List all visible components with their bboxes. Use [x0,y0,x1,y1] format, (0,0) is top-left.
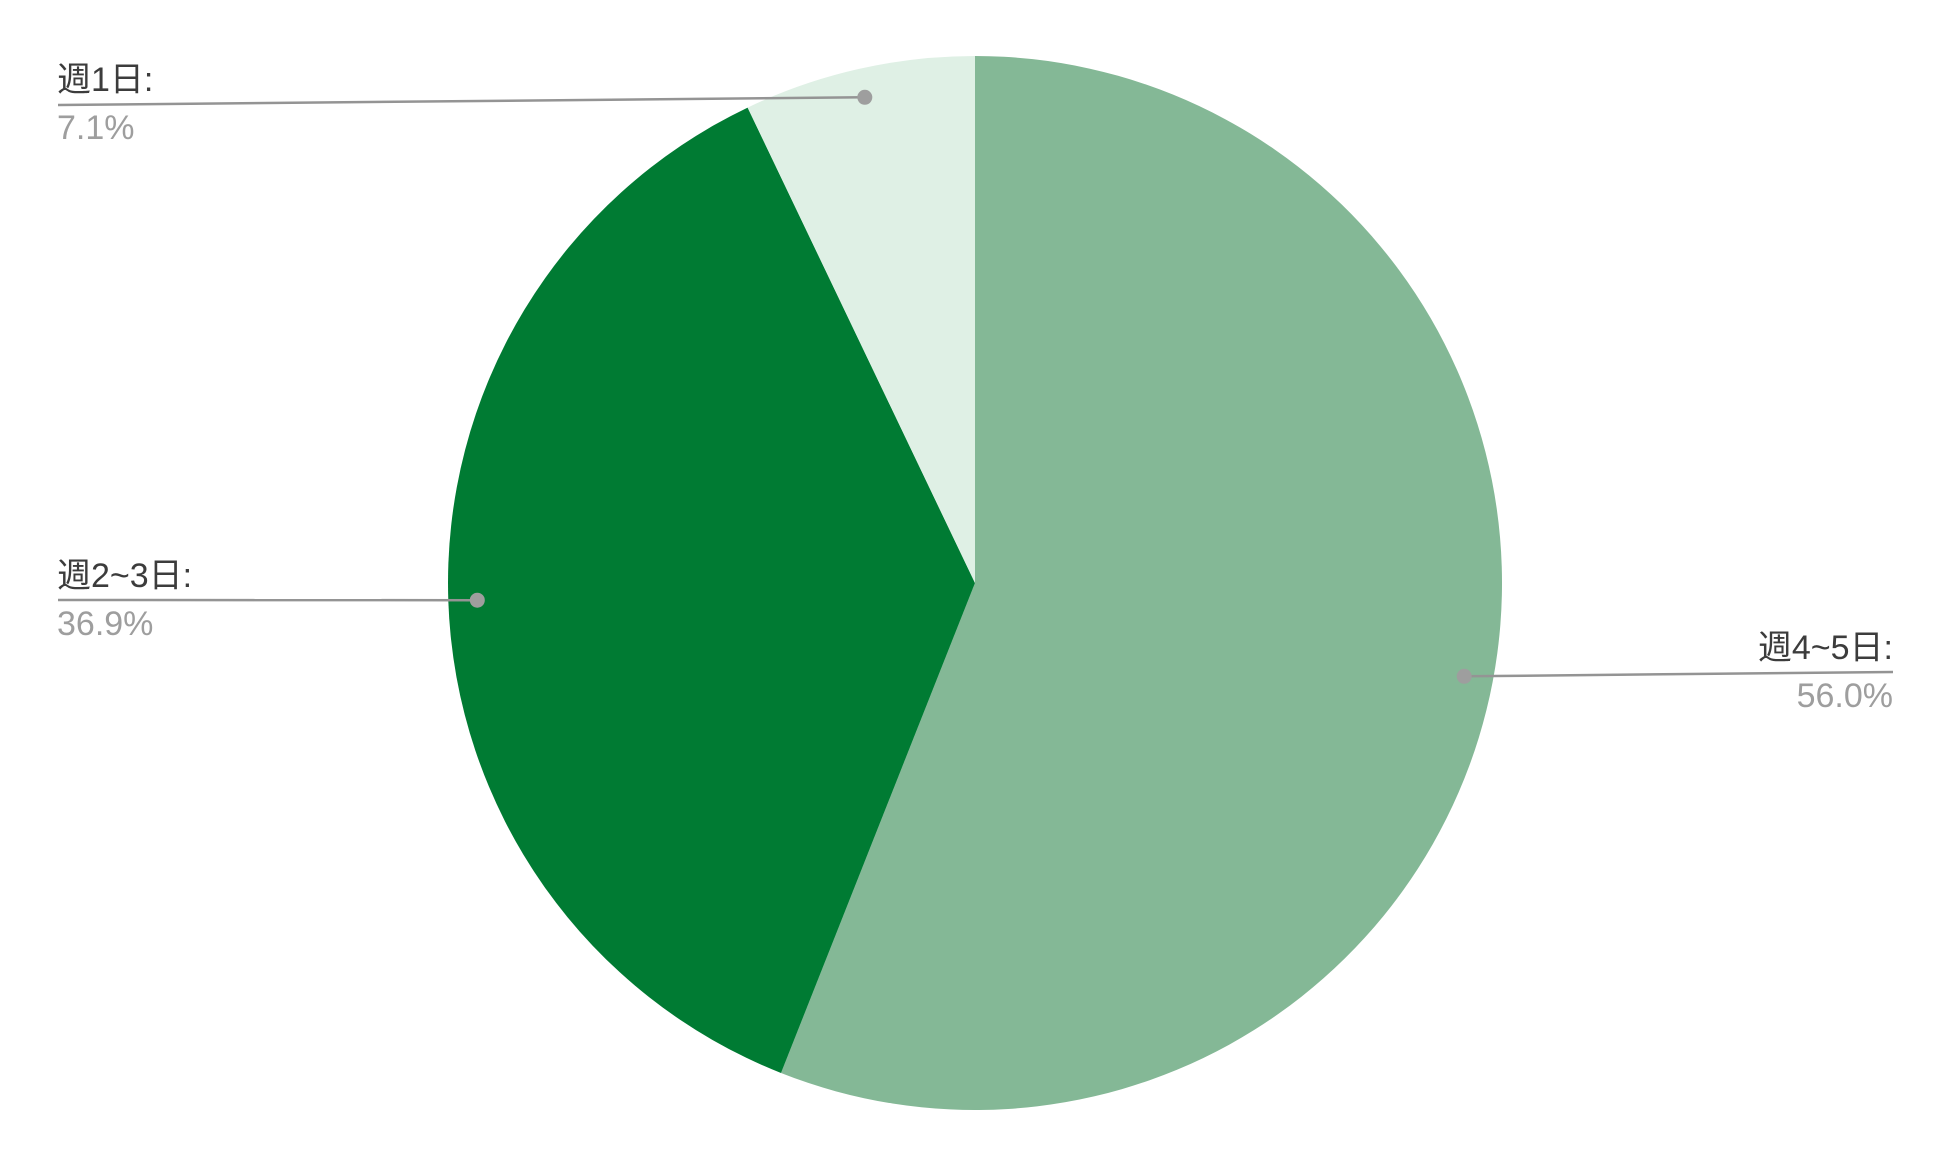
callout-week-4-5-days: 週4~5日: 56.0% [1758,624,1893,720]
leader-dot-週4~5日 [1456,668,1472,684]
leader-line-週4~5日 [1464,670,1894,678]
callout-percent: 7.1% [57,109,135,147]
callout-percent: 56.0% [1796,677,1893,715]
leader-dot-週1日 [857,89,873,105]
callout-label: 週1日: [57,61,154,99]
pie-slice-週2~3日[interactable] [448,107,975,1073]
callout-label: 週4~5日: [1757,629,1893,667]
pie-slice-週4~5日[interactable] [781,56,1503,1110]
callout-week-1-day: 週1日: 7.1% [57,56,153,152]
leader-dot-週2~3日 [469,592,485,608]
callout-week-2-3-days: 週2~3日: 36.9% [57,552,192,648]
leader-line-週1日 [57,96,865,107]
pie-slice-週1日[interactable] [747,56,975,583]
callout-percent: 36.9% [57,605,154,643]
callout-label: 週2~3日: [57,557,193,595]
